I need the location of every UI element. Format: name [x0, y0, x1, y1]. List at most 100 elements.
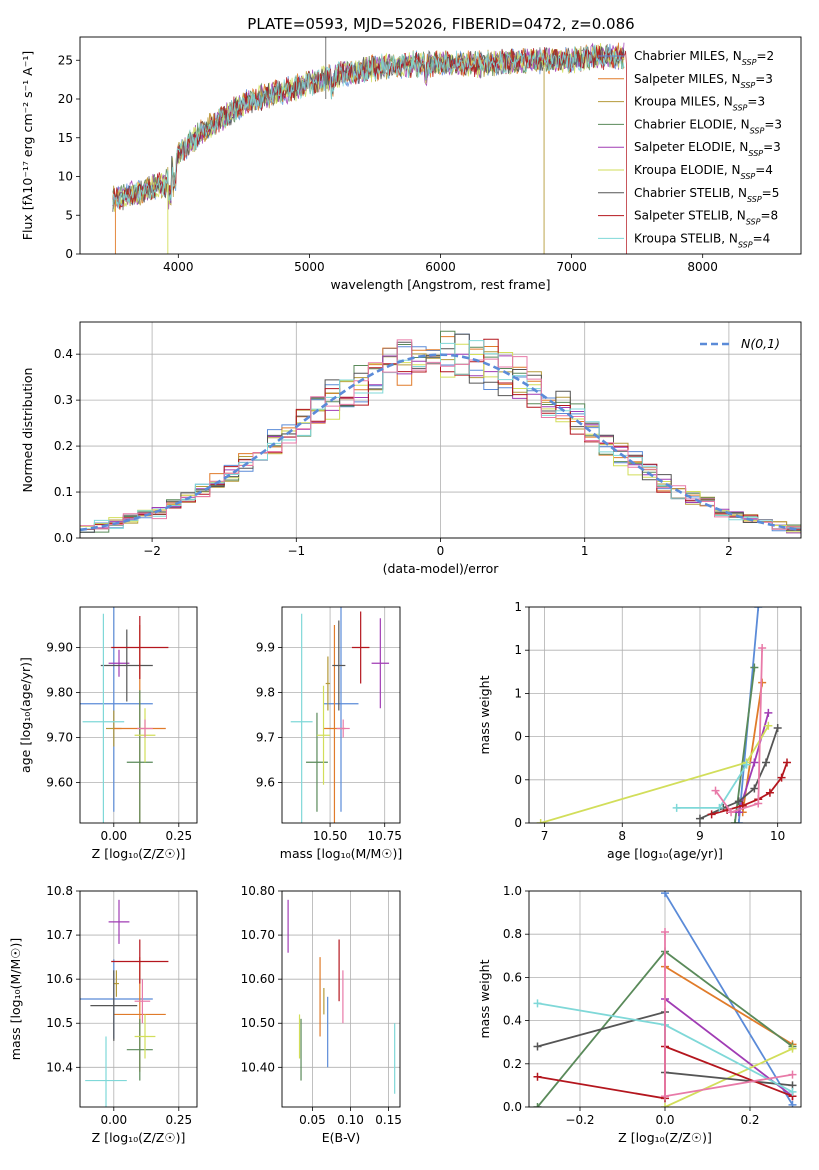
y-tick-label: 9.90: [46, 641, 73, 655]
x-tick-label: 10: [770, 829, 785, 843]
y-axis-label: Normed distribution: [20, 368, 35, 493]
y-tick-label: 0.2: [54, 439, 73, 453]
legend-entry: Kroupa ELODIE, NSSP=4: [634, 163, 773, 181]
plot-area: [533, 891, 797, 1107]
y-axis-label: mass [log₁₀(M/M☉)]: [8, 938, 23, 1060]
y-tick-label: 5: [65, 208, 73, 222]
data-point-marker: [661, 891, 669, 898]
data-point-marker: [742, 760, 751, 769]
data-point-marker: [758, 644, 767, 653]
plot-area: [290, 607, 390, 823]
y-tick-label: 10.6: [46, 972, 73, 986]
x-tick-label: 10.50: [313, 829, 347, 843]
y-tick-label: 0.6: [503, 970, 522, 984]
y-tick-label: 0.8: [503, 927, 522, 941]
legend-entry: Chabrier ELODIE, NSSP=3: [634, 117, 782, 135]
panel-1: 4000 5000 6000 7000 8000 0 5 10 15 20 25 wavelength…: [20, 36, 802, 292]
y-tick-label: 0.3: [54, 393, 73, 407]
y-tick-label: 0: [514, 816, 522, 830]
data-point-marker: [750, 784, 759, 793]
x-tick-label: 0.25: [165, 1113, 192, 1127]
y-tick-label: 9.80: [46, 686, 73, 700]
y-tick-label: 10.70: [241, 928, 275, 942]
x-tick-label: 1: [581, 544, 589, 558]
axes-frame: [79, 606, 198, 824]
data-point-marker: [764, 708, 773, 717]
y-tick-label: 15: [58, 131, 73, 145]
data-point-marker: [788, 1087, 797, 1096]
data-point-marker: [750, 758, 759, 767]
legend: Chabrier MILES, NSSP=2 Salpeter MILES, NS…: [598, 49, 782, 249]
axes-frame: [281, 606, 401, 824]
data-point-marker: [533, 1042, 542, 1051]
legend-entry: Salpeter MILES, NSSP=3: [634, 72, 773, 90]
data-point-marker: [783, 758, 792, 767]
data-point-marker: [707, 810, 716, 819]
x-axis-label: Z [log₁₀(Z/Z☉)]: [618, 1130, 712, 1145]
x-axis-label: Z [log₁₀(Z/Z☉)]: [92, 1130, 186, 1145]
y-tick-label: 9.70: [46, 731, 73, 745]
histogram-step: [80, 339, 801, 530]
y-tick-label: 20: [58, 92, 73, 106]
x-tick-label: 8: [618, 829, 626, 843]
x-axis-label: age [log₁₀(age/yr)]: [607, 846, 723, 861]
y-tick-label: 9.8: [256, 686, 275, 700]
x-tick-label: 0.25: [165, 829, 192, 843]
x-tick-label: 0: [437, 544, 445, 558]
y-tick-label: 0.4: [54, 347, 73, 361]
x-tick-label: 0.15: [375, 1113, 402, 1127]
x-tick-label: −2: [143, 544, 161, 558]
y-axis-label: mass weight: [477, 959, 492, 1038]
y-tick-label: 0.0: [54, 531, 73, 545]
x-axis-label: wavelength [Angstrom, rest frame]: [330, 277, 550, 292]
data-point-marker: [661, 1092, 669, 1101]
data-point-marker: [777, 773, 786, 782]
legend-entry: Salpeter STELIB, NSSP=8: [634, 209, 778, 227]
x-tick-label: 0.00: [100, 829, 127, 843]
y-tick-label: 1: [514, 643, 522, 657]
panel-6: 0.00 0.25 10.4 10.5 10.6 10.7 10.8 Z [log₁₀(Z/Z…: [8, 884, 198, 1145]
data-point-marker: [788, 1070, 797, 1079]
data-point-marker: [533, 999, 542, 1008]
series-line: [664, 1047, 793, 1107]
panel-8: −0.2 0.0 0.2 0.0 0.2 0.4 0.6 0.8 1.0 Z [log₁₀(Z/Z…: [477, 884, 802, 1145]
data-point-marker: [727, 808, 736, 817]
y-tick-label: 10.8: [46, 884, 73, 898]
spectrum-line: [112, 43, 625, 209]
legend-entry: Kroupa STELIB, NSSP=4: [634, 231, 770, 249]
x-tick-label: 2: [725, 544, 733, 558]
panel-7: 0.05 0.10 0.15 10.40 10.50 10.60 10.70 10.80 E(B…: [241, 884, 402, 1145]
data-point-marker: [661, 928, 669, 937]
data-point-marker: [695, 814, 704, 823]
y-tick-label: 25: [58, 53, 73, 67]
x-tick-label: 5000: [294, 260, 325, 274]
y-tick-label: 10.5: [46, 1016, 73, 1030]
panel-2: −2 −1 0 1 2 0.0 0.1 0.2 0.3 0.4 (data-model)/error…: [20, 321, 802, 576]
y-tick-label: 0.1: [54, 485, 73, 499]
y-tick-label: 10: [58, 170, 73, 184]
data-point-marker: [750, 663, 759, 672]
y-tick-label: 0: [514, 773, 522, 787]
panel-4: 10.50 10.75 9.6 9.7 9.8 9.9 mass [log₁₀(M/M☉)]: [256, 606, 402, 861]
axes-frame: [79, 890, 198, 1108]
x-tick-label: 7000: [556, 260, 587, 274]
y-tick-label: 1: [514, 600, 522, 614]
chart-layer: 4000 5000 6000 7000 80000510152025wavelength…: [8, 36, 802, 1145]
legend-entry: N(0,1): [741, 336, 780, 351]
y-tick-label: 9.6: [256, 776, 275, 790]
data-point-marker: [754, 607, 763, 611]
y-tick-label: 0.4: [503, 1014, 522, 1028]
y-tick-label: 9.60: [46, 776, 73, 790]
x-axis-label: (data-model)/error: [383, 561, 500, 576]
y-tick-label: 1.0: [503, 884, 522, 898]
x-tick-label: 10.75: [368, 829, 402, 843]
panel-3: 0.00 0.25 9.60 9.70 9.80 9.90 Z [log₁₀(Z/Z☉)] a…: [18, 606, 198, 861]
y-axis-label: Flux [fλ10⁻¹⁷ erg cm⁻² s⁻¹ A⁻¹]: [20, 51, 35, 240]
data-point-marker: [533, 1103, 542, 1107]
x-axis-label: E(B-V): [322, 1130, 361, 1145]
x-tick-label: 7: [541, 829, 549, 843]
data-point-marker: [672, 803, 681, 812]
histogram-step: [80, 340, 801, 530]
x-tick-label: 9: [696, 829, 704, 843]
panel-5: 7 8 9 10 0 0 0 1 1 1 age [log₁₀(age/yr)] mass weigh…: [477, 600, 802, 861]
